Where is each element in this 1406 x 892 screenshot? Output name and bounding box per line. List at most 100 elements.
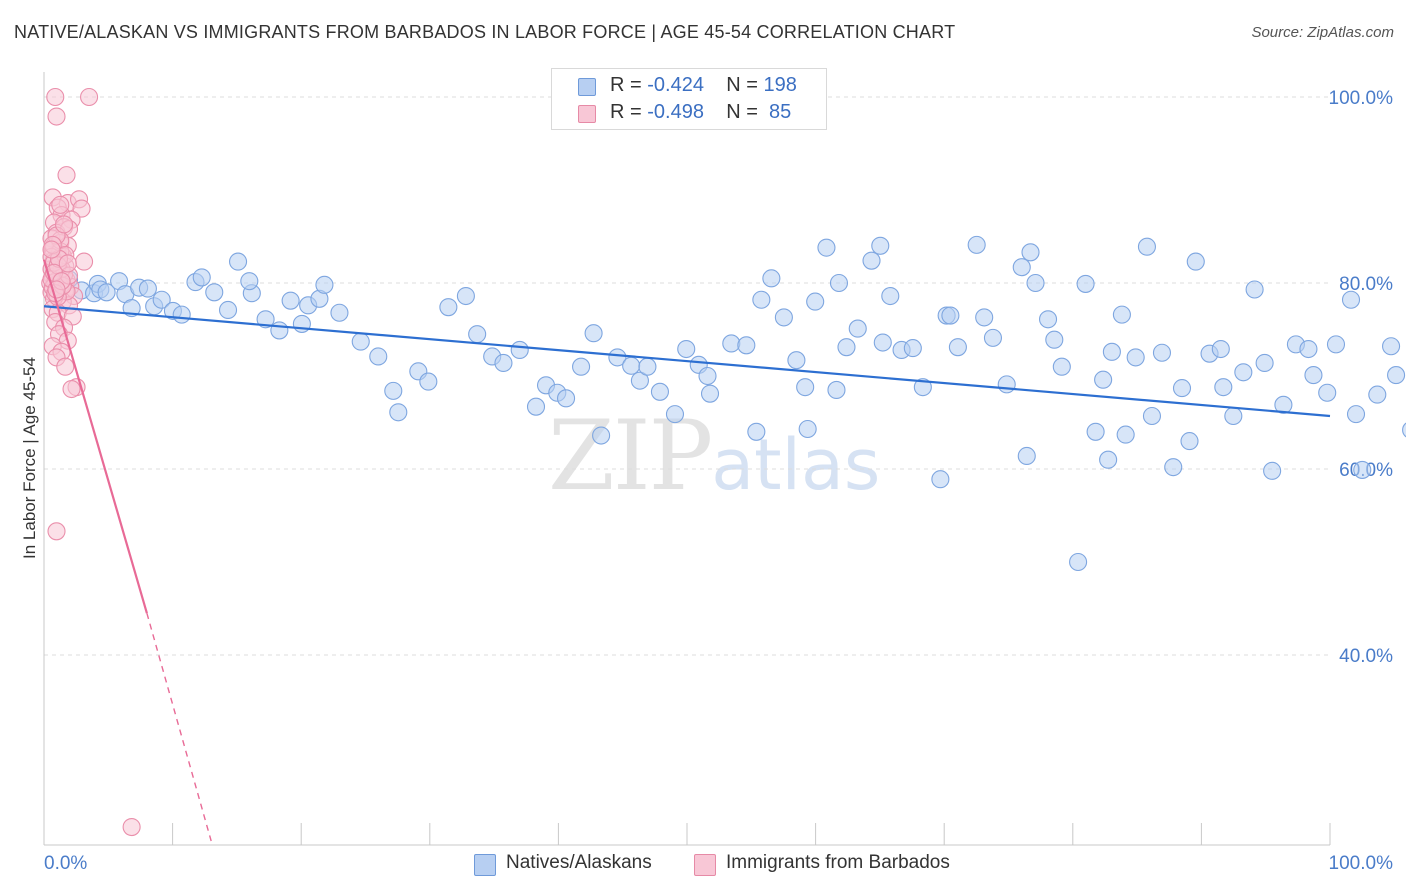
data-point-natives <box>1152 343 1172 362</box>
data-point-barbados <box>46 87 65 107</box>
trend-line-barbados <box>42 259 148 614</box>
data-point-natives <box>1164 458 1183 477</box>
data-point-natives <box>931 470 950 489</box>
data-point-natives <box>384 381 403 400</box>
data-point-natives <box>1382 337 1401 356</box>
data-point-natives <box>439 298 458 317</box>
n-value: 85 <box>763 101 792 123</box>
data-point-natives <box>1274 395 1293 414</box>
data-point-natives <box>1318 383 1337 402</box>
trend-line-natives <box>43 305 1331 418</box>
r-value: -0.424 <box>647 74 704 96</box>
data-point-natives <box>1099 450 1118 469</box>
data-point-natives <box>1234 363 1253 382</box>
data-point-natives <box>572 357 591 376</box>
y-tick-label: 40.0% <box>1339 646 1393 667</box>
legend-swatch-natives <box>474 854 496 876</box>
data-point-natives <box>172 305 191 324</box>
data-point-natives <box>837 338 856 357</box>
data-point-natives <box>630 371 649 390</box>
data-point-natives <box>608 348 627 367</box>
data-point-natives <box>292 314 311 333</box>
legend-row-barbados: R = -0.498 N = 85 <box>610 101 791 127</box>
data-point-natives <box>1038 310 1058 329</box>
data-point-natives <box>698 366 717 386</box>
data-point-natives <box>1045 330 1064 349</box>
data-point-natives <box>665 405 685 424</box>
data-point-natives <box>369 347 388 366</box>
y-axis-label: In Labor Force | Age 45-54 <box>20 357 39 559</box>
data-point-natives <box>1112 305 1131 324</box>
data-point-natives <box>1211 339 1230 359</box>
data-point-natives <box>722 334 741 353</box>
data-point-natives <box>1069 552 1088 572</box>
data-point-natives <box>389 403 408 422</box>
data-point-natives <box>1224 406 1243 426</box>
data-point-natives <box>1387 366 1406 385</box>
trend-extension-barbados <box>146 612 212 842</box>
data-point-natives <box>871 236 890 255</box>
data-point-natives <box>1052 357 1071 376</box>
y-tick-label: 100.0% <box>1329 88 1394 109</box>
data-point-natives <box>456 286 475 306</box>
data-point-natives <box>700 384 720 403</box>
data-point-natives <box>510 340 529 360</box>
data-point-natives <box>192 268 211 287</box>
x-tick-label: 100.0% <box>1329 853 1394 874</box>
source-note: Source: ZipAtlas.com <box>1251 24 1394 41</box>
data-point-natives <box>796 378 815 397</box>
data-point-natives <box>351 332 370 351</box>
n-value: 198 <box>763 74 797 96</box>
data-point-natives <box>1076 274 1095 293</box>
data-point-natives <box>205 283 224 302</box>
data-point-natives <box>1341 290 1361 309</box>
data-point-natives <box>1263 461 1282 480</box>
n-label: N = <box>726 101 764 123</box>
data-point-barbados <box>57 166 76 185</box>
data-point-natives <box>677 339 696 359</box>
data-point-barbados <box>42 240 61 259</box>
data-point-natives <box>138 279 157 298</box>
r-value: -0.498 <box>647 101 704 123</box>
data-point-natives <box>873 333 892 352</box>
data-point-natives <box>829 273 849 293</box>
data-point-barbados <box>80 87 99 107</box>
data-point-natives <box>240 272 259 291</box>
data-point-natives <box>967 235 986 254</box>
data-point-natives <box>1017 446 1036 466</box>
data-point-natives <box>806 292 825 311</box>
legend-label-barbados: Immigrants from Barbados <box>726 852 950 873</box>
legend-swatch-natives <box>578 78 596 96</box>
data-point-natives <box>941 306 960 325</box>
data-point-natives <box>97 283 116 302</box>
data-point-natives <box>975 308 994 327</box>
data-point-natives <box>1245 280 1264 299</box>
data-point-natives <box>1299 339 1318 359</box>
data-point-natives <box>737 336 756 355</box>
legend-swatch-barbados <box>578 105 596 123</box>
data-point-natives <box>152 290 171 309</box>
data-point-natives <box>948 338 967 357</box>
data-point-natives <box>1172 379 1192 398</box>
correlation-legend: R = -0.424 N = 198 R = -0.498 N = 85 <box>551 68 827 130</box>
data-point-barbados <box>58 254 77 273</box>
data-point-natives <box>1126 348 1145 367</box>
data-point-natives <box>1137 237 1156 256</box>
data-point-natives <box>1214 378 1233 397</box>
data-point-natives <box>1142 406 1162 426</box>
data-point-natives <box>228 252 248 271</box>
data-point-natives <box>622 356 641 375</box>
data-point-natives <box>747 422 766 441</box>
data-point-natives <box>862 251 881 270</box>
watermark-zip: ZIP <box>548 400 713 512</box>
data-point-natives <box>1102 342 1121 361</box>
data-point-natives <box>1186 252 1205 271</box>
data-point-natives <box>1026 273 1045 293</box>
legend-row-natives: R = -0.424 N = 198 <box>610 74 797 100</box>
data-point-barbados <box>75 252 94 271</box>
n-label: N = <box>726 74 764 96</box>
data-point-natives <box>848 319 867 338</box>
data-point-natives <box>494 353 513 373</box>
data-point-barbados <box>47 107 66 126</box>
